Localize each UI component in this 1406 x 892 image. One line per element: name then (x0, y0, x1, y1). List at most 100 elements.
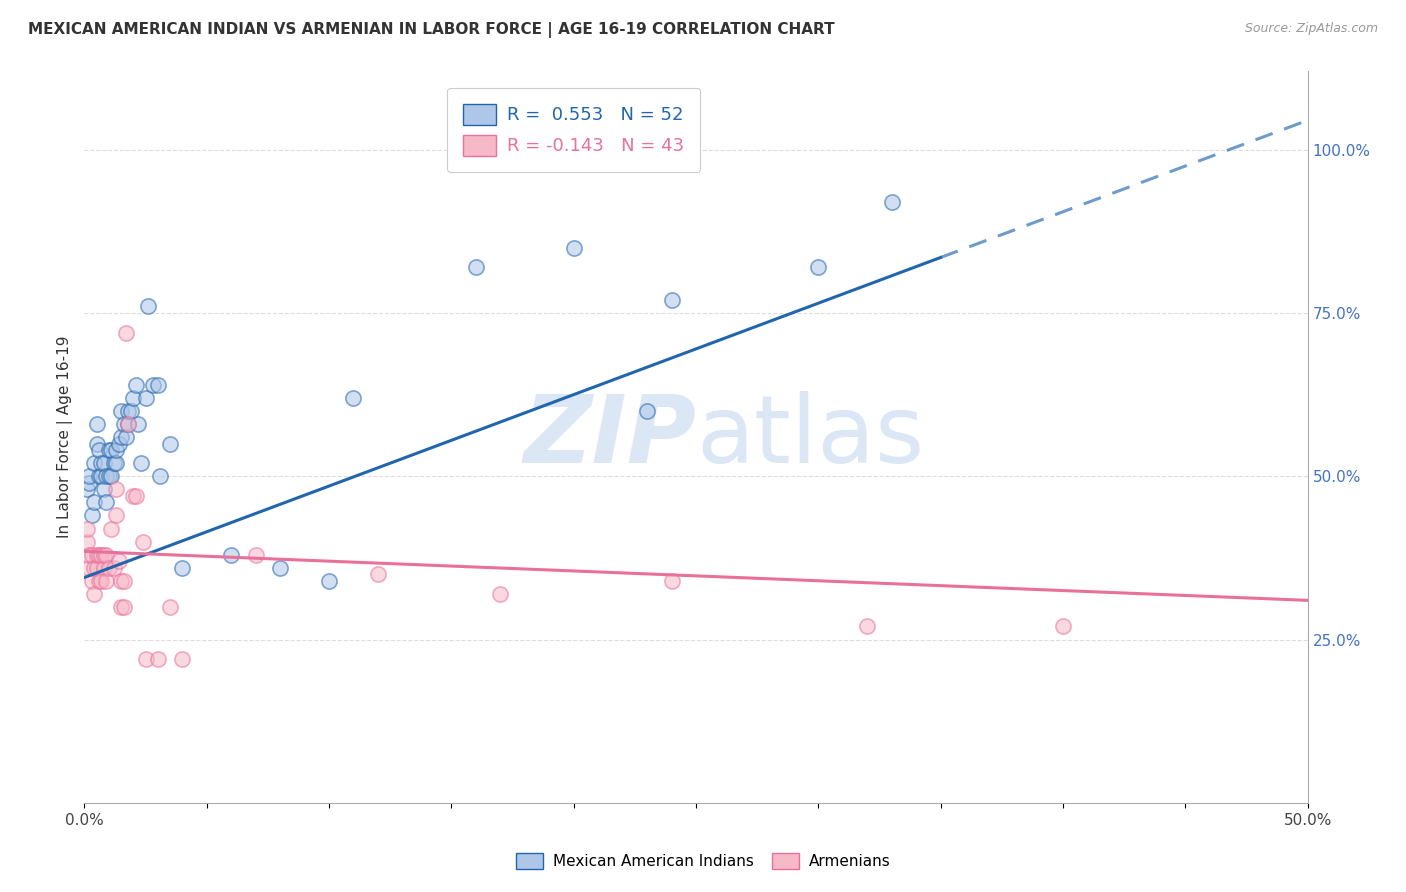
Text: MEXICAN AMERICAN INDIAN VS ARMENIAN IN LABOR FORCE | AGE 16-19 CORRELATION CHART: MEXICAN AMERICAN INDIAN VS ARMENIAN IN L… (28, 22, 835, 38)
Point (105, 443, 128, 458)
Point (90, 548, 112, 562)
Point (77, 475, 100, 490)
Point (83, 456, 105, 470)
Point (90, 574, 112, 588)
Legend: R =  0.553   N = 52, R = -0.143   N = 43: R = 0.553 N = 52, R = -0.143 N = 43 (447, 87, 700, 172)
Point (562, 241, 585, 255)
Point (245, 548, 267, 562)
Point (105, 456, 128, 470)
Point (146, 652, 169, 666)
Point (97, 469, 120, 483)
Point (219, 548, 242, 562)
Point (87, 548, 110, 562)
Point (115, 430, 138, 444)
Point (93, 456, 115, 470)
Point (103, 560, 125, 574)
Point (80, 574, 103, 588)
Point (100, 521, 122, 535)
Point (127, 417, 149, 431)
Point (132, 534, 155, 549)
Point (112, 599, 135, 614)
Point (86, 560, 108, 574)
Point (880, 194, 903, 209)
Point (80, 508, 103, 523)
Point (636, 404, 658, 418)
Point (93, 483, 115, 497)
Point (87, 469, 110, 483)
Point (115, 326, 138, 340)
Point (93, 548, 115, 562)
Point (129, 456, 152, 470)
Point (125, 377, 148, 392)
Point (489, 587, 512, 601)
Point (107, 436, 129, 450)
Point (100, 443, 122, 458)
Point (142, 377, 165, 392)
Point (117, 404, 139, 418)
Point (87, 443, 110, 458)
Point (661, 574, 683, 588)
Point (80, 548, 103, 562)
Text: atlas: atlas (696, 391, 924, 483)
Point (172, 652, 194, 666)
Point (96, 495, 118, 509)
Point (90, 456, 112, 470)
Point (135, 652, 157, 666)
Point (117, 417, 139, 431)
Point (76, 521, 98, 535)
Point (86, 417, 108, 431)
Text: Source: ZipAtlas.com: Source: ZipAtlas.com (1244, 22, 1378, 36)
Point (172, 560, 194, 574)
Point (107, 554, 129, 568)
Point (464, 260, 486, 275)
Point (110, 404, 132, 418)
Point (661, 293, 683, 307)
Point (122, 489, 145, 503)
Y-axis label: In Labor Force | Age 16-19: In Labor Force | Age 16-19 (58, 335, 73, 539)
Point (83, 587, 105, 601)
Point (100, 469, 122, 483)
Point (76, 483, 98, 497)
Point (77, 469, 100, 483)
Point (105, 508, 128, 523)
Point (90, 469, 112, 483)
Point (83, 495, 105, 509)
Point (97, 443, 120, 458)
Point (112, 574, 135, 588)
Point (96, 469, 118, 483)
Point (87, 574, 110, 588)
Point (93, 560, 115, 574)
Point (120, 404, 142, 418)
Point (86, 548, 108, 562)
Point (135, 391, 157, 405)
Point (97, 560, 120, 574)
Point (86, 436, 108, 450)
Point (105, 483, 128, 497)
Point (146, 377, 169, 392)
Point (149, 469, 172, 483)
Point (856, 619, 879, 633)
Point (159, 599, 181, 614)
Point (110, 574, 132, 588)
Point (110, 599, 132, 614)
Point (117, 417, 139, 431)
Point (807, 260, 830, 275)
Point (77, 560, 100, 574)
Point (103, 456, 125, 470)
Point (125, 489, 148, 503)
Point (96, 548, 118, 562)
Legend: Mexican American Indians, Armenians: Mexican American Indians, Armenians (510, 847, 896, 875)
Point (342, 391, 364, 405)
Point (318, 574, 340, 588)
Text: ZIP: ZIP (523, 391, 696, 483)
Point (367, 567, 389, 582)
Point (269, 560, 291, 574)
Point (136, 300, 159, 314)
Point (1052, 619, 1074, 633)
Point (77, 548, 100, 562)
Point (159, 436, 181, 450)
Point (110, 430, 132, 444)
Point (83, 560, 105, 574)
Point (76, 534, 98, 549)
Point (96, 574, 118, 588)
